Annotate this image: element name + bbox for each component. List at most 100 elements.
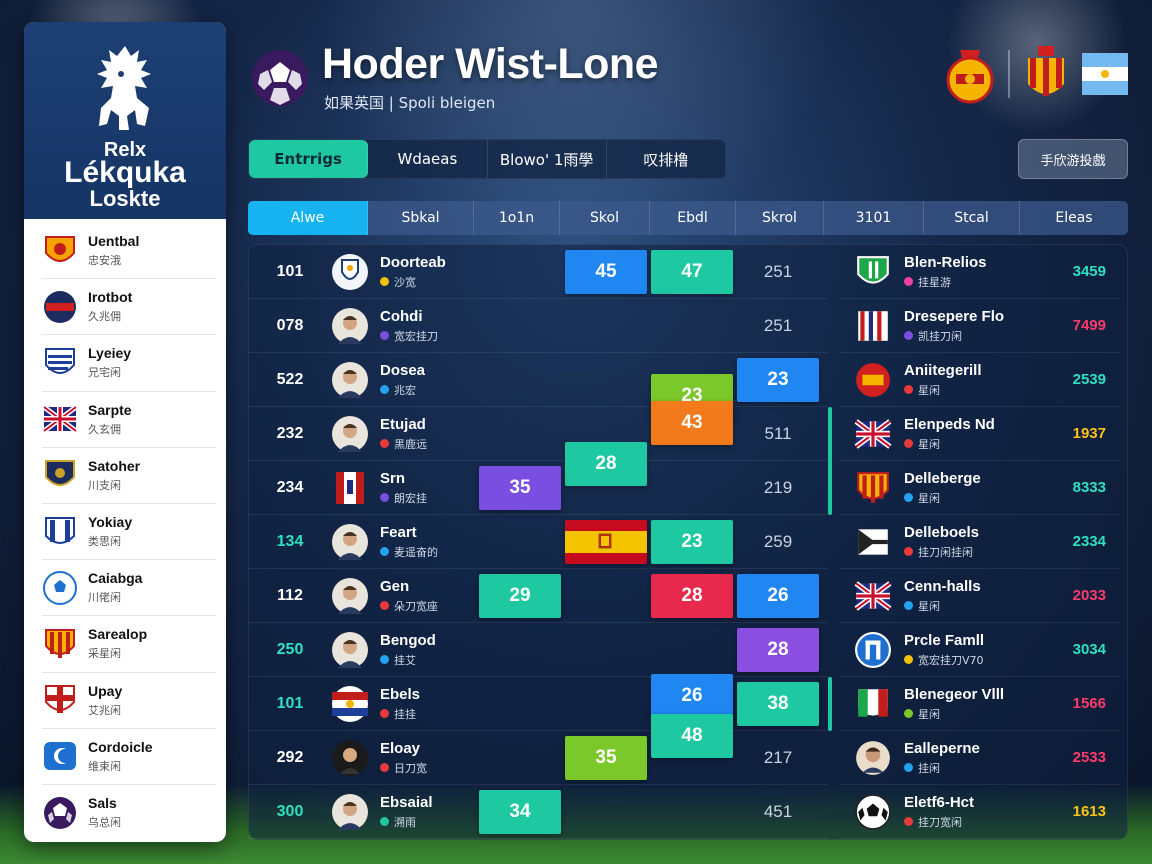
table-row[interactable]: 101 Ebels 挂挂 [248,677,828,731]
score-cell[interactable]: 28 [737,628,819,672]
score-cell[interactable]: 29 [479,574,561,618]
score-cell[interactable]: 35 [565,736,647,780]
player-subtitle-text: 沙宽 [394,275,416,289]
team-result-row[interactable]: Elenpeds Nd 星闲 1937 [840,407,1120,461]
score-cell[interactable]: 219 [763,478,793,497]
score-cell[interactable]: 48 [651,714,733,759]
team-name: Caiabga [88,570,143,587]
sidebar-team-item[interactable]: Upay 艾兆闲 [42,673,216,729]
spain-crest-icon[interactable] [1024,44,1068,104]
team-name: Sarealop [88,626,148,643]
team-result-subtitle-text: 星闲 [918,383,940,397]
top-flags [946,44,1128,104]
team-result-row[interactable]: Eletf6-Hct 挂刀宽闲 1613 [840,785,1120,839]
status-dot [380,331,389,340]
table-row[interactable]: 232 Etujad 黑鹿远 [248,407,828,461]
table-row[interactable]: 250 Bengod 挂艾 [248,623,828,677]
team-result-row[interactable]: Blenegeor Vlll 星闲 1566 [840,677,1120,731]
team-result-row[interactable]: Delleboels 挂刀闲挂闲 2334 [840,515,1120,569]
score-cell[interactable]: 23 [737,358,819,402]
score-cell[interactable]: 259 [763,532,793,551]
team-result-row[interactable]: Cenn-halls 星闲 2033 [840,569,1120,623]
score-cell[interactable]: 28 [651,574,733,618]
sidebar-team-item[interactable]: Cordoicle 维束闲 [42,729,216,785]
team-score: 2533 [1072,749,1106,766]
team-crest-icon [42,457,78,493]
column-header-cell[interactable]: 3101 [824,201,924,235]
score-cell[interactable]: 35 [479,466,561,510]
score-cell[interactable] [565,520,647,564]
score-cell[interactable]: 26 [651,673,733,718]
column-header-cell[interactable]: Ebdl [650,201,736,235]
table-row[interactable]: 234 Srn 朗宏挂 [248,461,828,515]
table-row[interactable]: 522 Dosea 兆宏 [248,353,828,407]
score-cell[interactable]: 34 [479,790,561,834]
sidebar-team-item[interactable]: Sarealop 采星闲 [42,616,216,673]
table-row[interactable]: 300 Ebsaial 溯雨 [248,785,828,839]
player-name: Srn [380,469,406,487]
score-cell[interactable]: 28 [565,441,647,486]
team-result-subtitle-text: 星闲 [918,599,940,613]
sidebar-team-item[interactable]: Satoher 川支闲 [42,448,216,504]
column-header-cell[interactable]: 1o1n [474,201,560,235]
column-header-cell[interactable]: Skol [560,201,650,235]
score-cell[interactable]: 251 [763,316,793,335]
app-subtitle: 如果英国 | Spoli bleigen [324,94,496,112]
tab[interactable]: 叹排橹 [643,150,689,169]
team-subtitle: 维束闲 [88,759,121,773]
team-text: Satoher 川支闲 [88,458,140,493]
score-cell[interactable]: 38 [737,682,819,726]
score-cell[interactable]: 451 [763,802,793,821]
team-result-row[interactable]: Delleberge 星闲 8333 [840,461,1120,515]
table-row[interactable]: 112 Gen 朵刀宽座 [248,569,828,623]
score-cell[interactable]: 511 [764,424,792,443]
league-ball-icon [252,50,308,106]
sidebar-team-item[interactable]: Uentbal 忠安涐 [42,223,216,280]
column-header-cell[interactable]: Stcal [924,201,1020,235]
team-result-row[interactable]: Dresepere Flo 凯挂刀闲 7499 [840,299,1120,353]
team-result-row[interactable]: Aniitegerill 星闲 2539 [840,353,1120,407]
player-subtitle-text: 日刀宽 [394,761,427,775]
column-header-cell[interactable]: Alwe [248,201,368,235]
tab[interactable]: Blowo' 1雨學 [488,140,607,178]
tab[interactable]: Entrrigs [249,140,369,178]
league-logo[interactable]: Relx Lékquka Loskte [24,22,226,219]
column-header-cell[interactable]: Eleas [1055,210,1093,226]
flag-divider [1008,50,1010,98]
tab[interactable]: Wdaeas [368,140,488,178]
table-row[interactable]: 101 Doorteab 沙宽 [248,245,828,299]
score-cell[interactable]: 23 [651,520,733,564]
team-result-row[interactable]: Ealleperne 挂闲 2533 [840,731,1120,785]
row-number: 101 [276,262,304,280]
crest-gold-icon[interactable] [946,44,994,104]
player-subtitle: 黑鹿远 [380,436,427,452]
score-cell[interactable]: 251 [763,262,793,281]
player-name: Dosea [380,361,426,379]
argentina-flag-icon[interactable] [1082,53,1128,95]
table-row[interactable]: 292 Eloay 日刀宽 [248,731,828,785]
team-result-row[interactable]: Blen-Relios 挂星游 3459 [840,245,1120,299]
status-dot [380,385,389,394]
sidebar-team-item[interactable]: Irotbot 久兆佣 [42,279,216,336]
sidebar-team-item[interactable]: Lyeiey 兄宅闲 [42,335,216,392]
score-cell[interactable]: 45 [565,250,647,294]
sidebar-team-item[interactable]: Sarpte 久玄佣 [42,392,216,448]
table-row[interactable]: 134 Feart 麦遥奋的 [248,515,828,569]
score-cell[interactable]: 47 [651,250,733,294]
sidebar-team-item[interactable]: Sals 乌总闲 [42,785,216,841]
sidebar-team-item[interactable]: Caiabga 川佬闲 [42,560,216,617]
team-result-row[interactable]: Prcle Famll 宽宏挂刀V70 3034 [840,623,1120,677]
column-header-cell[interactable]: Sbkal [368,201,474,235]
action-button[interactable]: 手欣游投戲 [1018,139,1128,179]
player-subtitle-text: 挂艾 [394,653,416,667]
score-cell[interactable]: 217 [763,748,793,767]
column-header-cell[interactable]: Skrol [736,201,824,235]
team-result-subtitle-text: 宽宏挂刀V70 [918,653,984,667]
team-crest-icon [854,793,892,831]
table-row[interactable]: 078 Cohdi 宽宏挂刀 [248,299,828,353]
score-cell[interactable]: 43 [651,401,733,446]
team-result-subtitle: 挂星游 [904,274,1060,290]
row-number: 234 [276,478,304,496]
sidebar-team-item[interactable]: Yokiay 类思闲 [42,504,216,561]
score-cell[interactable]: 26 [737,574,819,618]
